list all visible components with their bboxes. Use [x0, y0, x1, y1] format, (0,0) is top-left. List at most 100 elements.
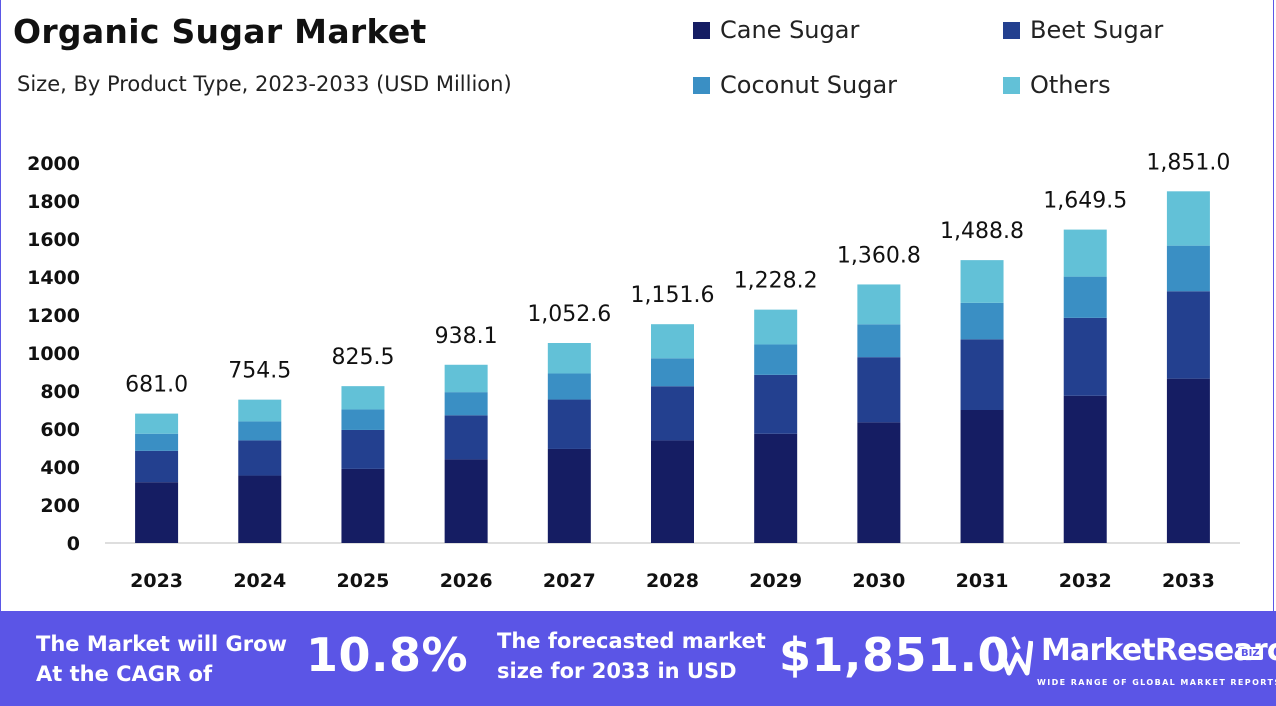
bar-segment-others-2025	[341, 386, 385, 410]
bar-segment-coconut-sugar-2031	[960, 302, 1004, 340]
legend-item-cane-sugar: Cane Sugar	[693, 16, 859, 44]
bar-segment-others-2023	[135, 413, 179, 434]
bar-segment-cane-sugar-2029	[754, 433, 798, 543]
bar-segment-cane-sugar-2024	[238, 475, 282, 543]
legend-item-others: Others	[1003, 71, 1111, 99]
bar-segment-cane-sugar-2031	[960, 410, 1004, 543]
bar-segment-cane-sugar-2026	[444, 459, 488, 543]
bar-total-label-2027: 1,052.6	[527, 302, 611, 327]
bar-segment-coconut-sugar-2024	[238, 421, 282, 441]
y-tick-label: 800	[40, 381, 80, 403]
bar-segment-coconut-sugar-2030	[857, 324, 901, 358]
bar-segment-beet-sugar-2026	[444, 415, 488, 460]
bar-total-label-2023: 681.0	[125, 373, 188, 398]
y-tick-label: 2000	[27, 153, 80, 175]
bar-segment-coconut-sugar-2032	[1063, 276, 1107, 318]
y-tick-label: 1200	[27, 305, 80, 327]
forecast-value: $1,851.0	[779, 628, 1010, 682]
bar-segment-beet-sugar-2029	[754, 374, 798, 434]
logo-mark-icon	[994, 636, 1033, 676]
logo-badge: BIZ	[1238, 647, 1263, 660]
legend-label-cane-sugar: Cane Sugar	[720, 16, 860, 44]
bar-segment-others-2031	[960, 260, 1004, 303]
bar-segment-others-2024	[238, 399, 282, 422]
bar-segment-beet-sugar-2030	[857, 357, 901, 423]
bar-segment-others-2030	[857, 284, 901, 325]
legend-swatch-coconut-sugar	[693, 76, 710, 94]
bar-segment-coconut-sugar-2029	[754, 344, 798, 375]
bar-segment-beet-sugar-2032	[1063, 317, 1107, 396]
bar-total-label-2030: 1,360.8	[837, 243, 921, 268]
bar-total-label-2026: 938.1	[435, 324, 498, 349]
x-tick-label-2033: 2033	[1162, 570, 1215, 592]
bar-segment-cane-sugar-2030	[857, 422, 901, 543]
bar-segment-beet-sugar-2028	[651, 386, 694, 441]
bar-segment-others-2026	[444, 364, 488, 393]
bar-segment-others-2028	[651, 324, 694, 359]
cagr-caption-line2: At the CAGR of	[36, 662, 213, 686]
cagr-value: 10.8%	[306, 628, 469, 682]
bar-total-label-2025: 825.5	[331, 345, 394, 370]
chart-subtitle: Size, By Product Type, 2023-2033 (USD Mi…	[17, 72, 512, 96]
bar-segment-coconut-sugar-2033	[1166, 245, 1210, 292]
y-tick-label: 1800	[27, 191, 80, 213]
x-tick-label-2026: 2026	[440, 570, 493, 592]
bar-segment-coconut-sugar-2026	[444, 392, 488, 416]
bar-segment-beet-sugar-2033	[1166, 291, 1210, 379]
bar-segment-cane-sugar-2027	[547, 448, 591, 543]
legend-item-beet-sugar: Beet Sugar	[1003, 16, 1163, 44]
y-tick-label: 1400	[27, 267, 80, 289]
bar-segment-others-2032	[1063, 229, 1107, 277]
bar-total-label-2028: 1,151.6	[631, 283, 715, 308]
y-tick-label: 600	[40, 419, 80, 441]
forecast-caption-line2: size for 2033 in USD	[497, 659, 737, 683]
bar-segment-beet-sugar-2023	[135, 450, 179, 483]
bar-total-label-2029: 1,228.2	[734, 269, 818, 294]
x-tick-label-2031: 2031	[956, 570, 1009, 592]
bar-segment-others-2027	[547, 343, 591, 374]
legend-swatch-others	[1003, 76, 1020, 94]
bar-segment-coconut-sugar-2028	[651, 358, 694, 387]
legend-swatch-beet-sugar	[1003, 21, 1020, 39]
x-tick-label-2024: 2024	[233, 570, 286, 592]
marketresearch-logo: MarketResearch BIZ WIDE RANGE OF GLOBAL …	[993, 631, 1276, 691]
legend: Cane Sugar Beet Sugar Coconut Sugar Othe…	[693, 10, 1253, 120]
bar-total-label-2024: 754.5	[228, 359, 291, 384]
y-tick-label: 400	[40, 457, 80, 479]
bar-total-label-2033: 1,851.0	[1146, 150, 1230, 175]
x-tick-label-2029: 2029	[749, 570, 802, 592]
legend-label-beet-sugar: Beet Sugar	[1030, 16, 1164, 44]
x-tick-label-2027: 2027	[543, 570, 596, 592]
forecast-caption: The forecasted market size for 2033 in U…	[497, 626, 766, 686]
y-tick-label: 1600	[27, 229, 80, 251]
legend-swatch-cane-sugar	[693, 21, 710, 39]
x-tick-label-2025: 2025	[337, 570, 390, 592]
bar-segment-beet-sugar-2027	[547, 399, 591, 449]
legend-label-others: Others	[1030, 71, 1111, 99]
cagr-caption-line1: The Market will Grow	[36, 632, 287, 656]
bar-segment-others-2033	[1166, 191, 1210, 246]
x-tick-label-2023: 2023	[130, 570, 183, 592]
y-tick-label: 1000	[27, 343, 80, 365]
y-tick-label: 0	[67, 533, 80, 555]
logo-name: MarketResearch	[1041, 633, 1276, 668]
summary-banner: The Market will Grow At the CAGR of 10.8…	[0, 611, 1276, 706]
bar-total-label-2032: 1,649.5	[1043, 189, 1127, 214]
y-tick-label: 200	[40, 495, 80, 517]
bar-segment-coconut-sugar-2025	[341, 409, 385, 430]
logo-tagline: WIDE RANGE OF GLOBAL MARKET REPORTS	[1037, 678, 1276, 687]
bar-segment-cane-sugar-2023	[135, 482, 179, 543]
bar-segment-cane-sugar-2028	[651, 440, 694, 543]
bar-segment-coconut-sugar-2023	[135, 433, 179, 451]
bar-segment-beet-sugar-2024	[238, 440, 282, 476]
bar-segment-coconut-sugar-2027	[547, 373, 591, 400]
bar-segment-cane-sugar-2032	[1063, 395, 1107, 543]
bar-total-label-2031: 1,488.8	[940, 219, 1024, 244]
x-tick-label-2030: 2030	[852, 570, 905, 592]
bar-segment-cane-sugar-2033	[1166, 378, 1210, 543]
forecast-caption-line1: The forecasted market	[497, 629, 766, 653]
chart-title: Organic Sugar Market	[13, 12, 427, 51]
bar-segment-beet-sugar-2031	[960, 339, 1004, 410]
x-tick-label-2032: 2032	[1059, 570, 1112, 592]
cagr-caption: The Market will Grow At the CAGR of	[36, 629, 287, 689]
